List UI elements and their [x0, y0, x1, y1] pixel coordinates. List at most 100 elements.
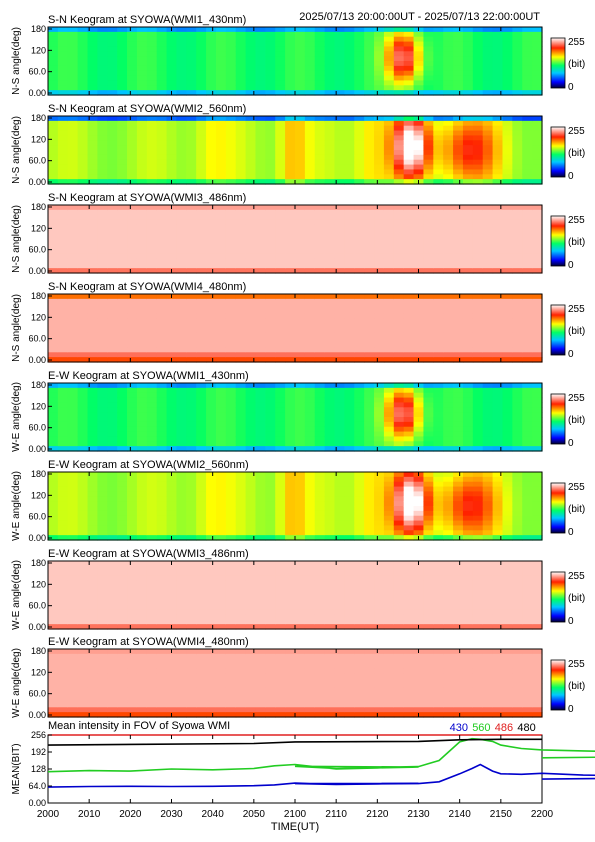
heatmap-cell — [97, 342, 108, 349]
heatmap-cell — [206, 258, 217, 264]
heatmap-cell — [97, 145, 108, 151]
heatmap-cell — [295, 61, 306, 67]
heatmap-cell — [136, 496, 148, 502]
heatmap-cell — [344, 323, 355, 329]
heatmap-cell — [393, 140, 405, 146]
y-tick-label: 120 — [31, 312, 46, 322]
heatmap-cell — [235, 253, 247, 260]
heatmap-cell — [127, 154, 138, 161]
heatmap-cell — [433, 501, 444, 507]
heatmap-cell — [117, 130, 128, 137]
heatmap-cell — [344, 214, 355, 221]
heatmap-cell — [413, 614, 425, 620]
heatmap-cell — [77, 205, 89, 211]
heatmap-cell — [295, 313, 306, 319]
heatmap-cell — [364, 150, 375, 156]
heatmap-cell — [235, 609, 247, 616]
heatmap-cell — [265, 116, 276, 122]
heatmap-cell — [344, 407, 355, 413]
heatmap-cell — [324, 140, 336, 146]
heatmap-cell — [413, 229, 425, 235]
heatmap-cell — [77, 407, 89, 413]
heatmap-cell — [383, 116, 395, 122]
y-tick-label: 0.00 — [28, 355, 46, 365]
heatmap-cell — [522, 510, 533, 517]
heatmap-cell — [57, 298, 69, 305]
heatmap-cell — [67, 407, 79, 413]
heatmap-cell — [462, 352, 474, 358]
heatmap-cell — [344, 402, 355, 408]
heatmap-cell — [462, 229, 474, 235]
heatmap-cell — [107, 140, 118, 146]
heatmap-cell — [462, 347, 474, 353]
heatmap-cell — [107, 174, 118, 180]
heatmap-cell — [512, 135, 523, 141]
heatmap-cell — [156, 145, 168, 151]
heatmap-cell — [87, 332, 98, 339]
heatmap-cell — [334, 561, 345, 567]
heatmap-cell — [354, 446, 365, 452]
heatmap-cell — [453, 239, 464, 245]
heatmap-cell — [512, 357, 523, 363]
heatmap-cell — [127, 140, 138, 146]
heatmap-cell — [265, 169, 276, 175]
heatmap-cell — [383, 80, 395, 86]
heatmap-cell — [403, 313, 415, 319]
heatmap-cell — [285, 31, 296, 38]
heatmap-cell — [206, 70, 217, 77]
heatmap-cell — [285, 525, 296, 531]
heatmap-cell — [403, 169, 415, 175]
heatmap-cell — [354, 51, 365, 57]
heatmap-cell — [245, 313, 257, 319]
heatmap-cell — [344, 36, 355, 43]
heatmap-cell — [502, 323, 513, 329]
heatmap-cell — [324, 36, 336, 43]
heatmap-cell — [166, 402, 178, 408]
heatmap-cell — [472, 75, 484, 82]
heatmap-cell — [285, 441, 296, 447]
heatmap-cell — [215, 392, 227, 399]
heatmap-cell — [285, 491, 296, 497]
heatmap-cell — [285, 561, 296, 567]
heatmap-cell — [245, 303, 257, 310]
heatmap-cell — [186, 491, 197, 497]
heatmap-cell — [166, 229, 178, 235]
heatmap-cell — [344, 298, 355, 305]
heatmap-cell — [522, 205, 533, 211]
heatmap-cell — [502, 387, 513, 394]
heatmap-cell — [324, 446, 336, 452]
heatmap-cell — [423, 402, 434, 408]
heatmap-cell — [374, 234, 385, 240]
heatmap-cell — [196, 441, 207, 447]
heatmap-cell — [344, 585, 355, 591]
heatmap-cell — [127, 209, 138, 216]
heatmap-cell — [196, 604, 207, 611]
heatmap-cell — [522, 75, 533, 82]
heatmap-cell — [156, 426, 168, 433]
heatmap-cell — [364, 436, 375, 442]
heatmap-cell — [512, 248, 523, 255]
heatmap-cell — [324, 308, 336, 315]
heatmap-cell — [196, 36, 207, 43]
heatmap-cell — [285, 609, 296, 616]
heatmap-cell — [393, 61, 405, 67]
heatmap-cell — [433, 120, 444, 127]
heatmap-cell — [453, 263, 464, 269]
heatmap-cell — [57, 441, 69, 447]
heatmap-cell — [433, 90, 444, 96]
heatmap-cell — [502, 402, 513, 408]
heatmap-cell — [314, 145, 326, 151]
heatmap-cell — [97, 125, 108, 132]
heatmap-cell — [146, 308, 158, 315]
heatmap-cell — [166, 412, 178, 418]
heatmap-cell — [482, 313, 494, 319]
heatmap-cell — [87, 164, 98, 171]
heatmap-cell — [117, 179, 128, 185]
heatmap-cell — [67, 580, 79, 586]
y-tick-label: 60.0 — [28, 334, 46, 344]
heatmap-cell — [472, 347, 484, 353]
heatmap-cell — [482, 229, 494, 235]
heatmap-cell — [354, 234, 365, 240]
heatmap-cell — [453, 352, 464, 358]
heatmap-cell — [364, 599, 375, 606]
